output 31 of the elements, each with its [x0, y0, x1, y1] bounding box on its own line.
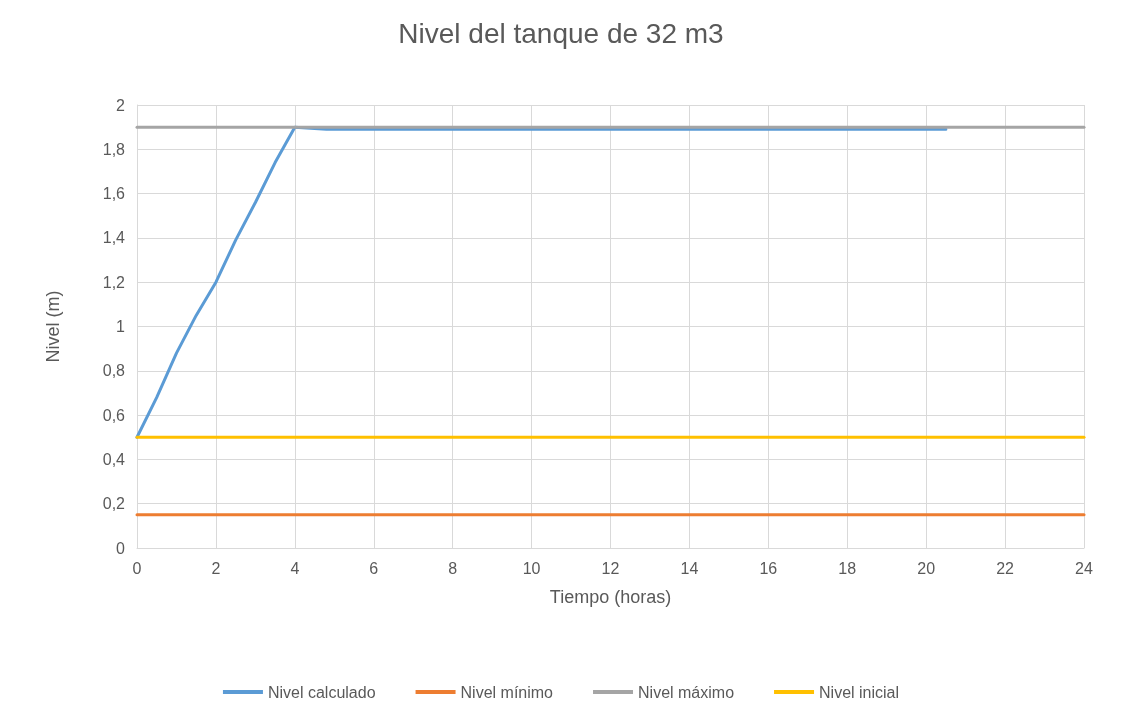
y-tick-label: 2 — [116, 96, 126, 114]
x-tick-label: 2 — [211, 559, 221, 577]
y-tick-label: 1,6 — [102, 185, 126, 203]
y-tick-label: 0,2 — [102, 495, 126, 513]
x-tick-label: 4 — [290, 559, 300, 577]
x-tick-label: 16 — [759, 559, 778, 577]
legend-label: Nivel máximo — [638, 683, 735, 701]
x-tick-label: 0 — [132, 559, 142, 577]
x-tick-label: 24 — [1075, 559, 1093, 577]
y-tick-label: 1,8 — [102, 140, 126, 158]
x-axis-title: Tiempo (horas) — [549, 587, 672, 607]
x-tick-label: 8 — [448, 559, 458, 577]
x-tick-label: 6 — [369, 559, 379, 577]
legend-label: Nivel calculado — [267, 683, 376, 701]
y-tick-label: 1 — [116, 318, 126, 335]
chart-title: Nivel del tanque de 32 m3 — [398, 17, 724, 49]
x-tick-label: 12 — [601, 559, 620, 577]
y-tick-label: 1,4 — [102, 229, 126, 247]
y-tick-label: 0,6 — [102, 406, 126, 424]
y-tick-label: 0,4 — [102, 450, 126, 468]
legend-label: Nivel inicial — [819, 683, 900, 701]
x-tick-label: 18 — [838, 559, 857, 577]
y-tick-label: 0,8 — [102, 362, 126, 380]
x-tick-label: 20 — [917, 559, 936, 577]
y-tick-label: 0 — [116, 539, 126, 557]
x-tick-label: 10 — [522, 559, 541, 577]
y-tick-label: 1,2 — [102, 273, 126, 291]
legend-label: Nivel mínimo — [460, 683, 554, 701]
x-tick-label: 22 — [996, 559, 1015, 577]
y-axis-title: Nivel (m) — [43, 290, 63, 363]
x-tick-label: 14 — [680, 559, 699, 577]
